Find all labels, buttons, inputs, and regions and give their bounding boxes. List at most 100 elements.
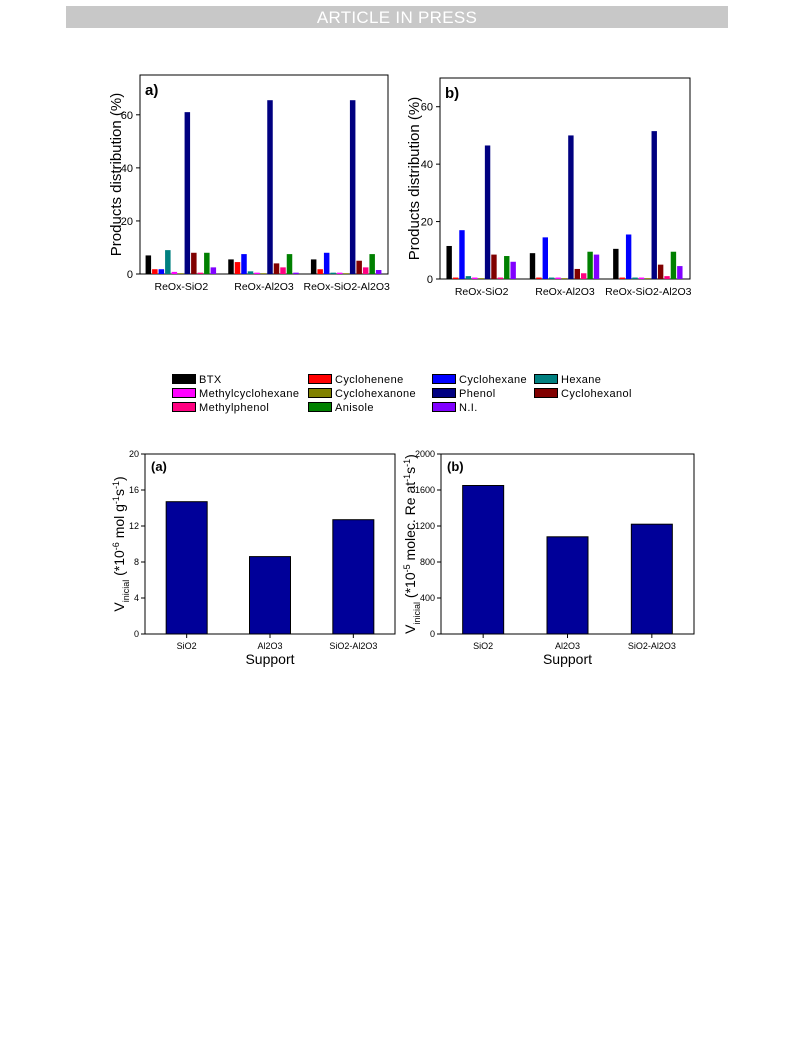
bar-methylcyclohexane-reox-sio2 (171, 271, 178, 274)
y-axis-label-part: -5 (402, 564, 412, 572)
bar-phenol-reox-sio2-al2o3 (651, 131, 657, 279)
bar-anisole-reox-al2o3 (587, 251, 593, 279)
bar-methylcyclohexane-reox-sio2-al2o3 (336, 272, 343, 274)
bar-btx-reox-sio2-al2o3 (613, 248, 619, 279)
y-tick-label: 60 (121, 110, 133, 122)
y-axis-label-part: -1 (402, 474, 412, 482)
bar-cyclohexanone-reox-sio2-al2o3 (343, 273, 349, 274)
bar-hexane-reox-sio2 (165, 250, 171, 274)
panel-label: a) (145, 82, 158, 99)
bar-cyclohexanone-reox-al2o3 (561, 278, 568, 279)
x-tick-label: ReOx-Al2O3 (535, 286, 595, 298)
y-tick-label: 16 (129, 485, 139, 495)
bar-sio2 (165, 501, 208, 635)
bar-cyclohenene-reox-sio2 (452, 277, 459, 279)
bar-anisole-reox-sio2 (204, 252, 210, 274)
bar-cyclohenene-reox-sio2 (152, 269, 158, 274)
bar-al2o3 (249, 556, 291, 635)
legend-label: Phenol (459, 388, 496, 400)
legend-swatch (534, 374, 558, 384)
y-axis-label-part: inicial (121, 580, 131, 603)
y-tick-label: 0 (127, 269, 133, 281)
bar-btx-reox-al2o3 (228, 259, 234, 274)
legend-swatch (308, 388, 332, 398)
x-tick-label: SiO2-Al2O3 (628, 641, 676, 651)
y-tick-label: 800 (420, 557, 435, 567)
legend-swatch (432, 388, 456, 398)
bar-n-i-reox-sio2-al2o3 (375, 270, 382, 274)
bar-cyclohexanol-reox-sio2 (491, 254, 497, 279)
y-axis-label-part: V (111, 602, 127, 612)
bar-methylphenol-reox-al2o3 (581, 273, 587, 279)
bar-sio2-al2o3 (630, 523, 673, 635)
y-tick-label: 40 (421, 159, 433, 171)
bar-methylcyclohexane-reox-al2o3 (254, 272, 260, 274)
bar-cyclohexanone-reox-sio2-al2o3 (645, 278, 651, 279)
x-axis-label: Support (245, 651, 294, 667)
legend-label: BTX (199, 374, 222, 386)
y-axis-label-part: -1 (402, 459, 412, 467)
bar-n-i-reox-sio2-al2o3 (677, 266, 683, 279)
bar-hexane-reox-al2o3 (247, 271, 254, 274)
bar-al2o3 (546, 536, 589, 635)
bar-cyclohenene-reox-al2o3 (234, 262, 241, 274)
bar-hexane-reox-al2o3 (549, 277, 555, 279)
bar-methylphenol-reox-al2o3 (280, 267, 286, 274)
panel-label: (a) (151, 459, 167, 474)
y-tick-label: 20 (421, 217, 433, 229)
legend-item-cyclohexanone: Cyclohexanone (308, 388, 416, 400)
y-tick-label: 0 (430, 629, 435, 639)
y-axis-label-part: -1 (111, 496, 121, 504)
y-axis-label-part: s (111, 489, 127, 496)
legend-swatch (308, 374, 332, 384)
y-axis-label-part: (*10 (402, 572, 418, 602)
legend-item-cyclohenene: Cyclohenene (308, 374, 404, 386)
products-distribution-chart-a: 0 20 40 60 ReOx-SiO2 ReOx-Al2O3 ReOx-SiO2-Al2O… (108, 74, 390, 293)
legend-swatch (172, 402, 196, 412)
bar-phenol-reox-al2o3 (267, 100, 273, 274)
y-axis-label-part: -1 (111, 481, 121, 489)
bar-hexane-reox-sio2-al2o3 (330, 272, 336, 274)
y-axis-label-part: -6 (111, 542, 121, 550)
bar-anisole-reox-sio2 (504, 256, 510, 279)
legend-label: Anisole (335, 402, 374, 414)
legend-label: Cyclohexanol (561, 388, 632, 400)
bar-cyclohexane-reox-sio2 (158, 269, 165, 274)
legend-label: N.I. (459, 402, 478, 414)
y-axis-label-part: mol g (111, 504, 127, 542)
legend-item-methylcyclohexane: Methylcyclohexane (172, 388, 299, 400)
x-tick-label: SiO2 (177, 641, 197, 651)
bar-cyclohexane-reox-al2o3 (241, 254, 247, 274)
bar-methylphenol-reox-sio2 (197, 272, 204, 274)
legend-swatch (432, 402, 456, 412)
bar-cyclohexanol-reox-sio2-al2o3 (657, 264, 664, 279)
x-tick-label: SiO2 (473, 641, 493, 651)
x-tick-label: ReOx-SiO2-Al2O3 (605, 286, 692, 298)
x-tick-label: ReOx-Al2O3 (234, 281, 294, 293)
bar-hexane-reox-sio2 (465, 276, 472, 279)
bar-btx-reox-sio2-al2o3 (310, 259, 317, 274)
y-axis-label-part: ) (402, 454, 418, 459)
legend-label: Cyclohexane (459, 374, 527, 386)
y-tick-label: 1200 (415, 521, 435, 531)
bar-cyclohexane-reox-al2o3 (542, 237, 548, 279)
bar-cyclohexanol-reox-al2o3 (574, 268, 580, 279)
bar-methylphenol-reox-sio2-al2o3 (664, 276, 670, 279)
y-axis-label: Products distribution (%) (108, 93, 125, 256)
article-in-press-banner: ARTICLE IN PRESS (66, 6, 728, 28)
y-tick-label: 0 (134, 629, 139, 639)
y-tick-label: 60 (421, 102, 433, 114)
y-tick-label: 400 (420, 593, 435, 603)
bar-methylcyclohexane-reox-sio2 (472, 277, 478, 279)
x-tick-label: ReOx-SiO2-Al2O3 (303, 281, 390, 293)
y-axis-label: Vinicial (*10-6 mol g-1s-1) (111, 476, 131, 611)
y-axis-label-part: s (402, 467, 418, 474)
y-tick-label: 8 (134, 557, 139, 567)
y-axis-label: Products distribution (%) (406, 97, 423, 260)
y-axis-label-part: molec. Re at (402, 482, 418, 565)
bar-btx-reox-sio2 (446, 245, 452, 279)
legend-swatch (172, 374, 196, 384)
bar-cyclohexanol-reox-sio2-al2o3 (356, 260, 362, 274)
legend-swatch (432, 374, 456, 384)
panel-label: (b) (447, 459, 464, 474)
